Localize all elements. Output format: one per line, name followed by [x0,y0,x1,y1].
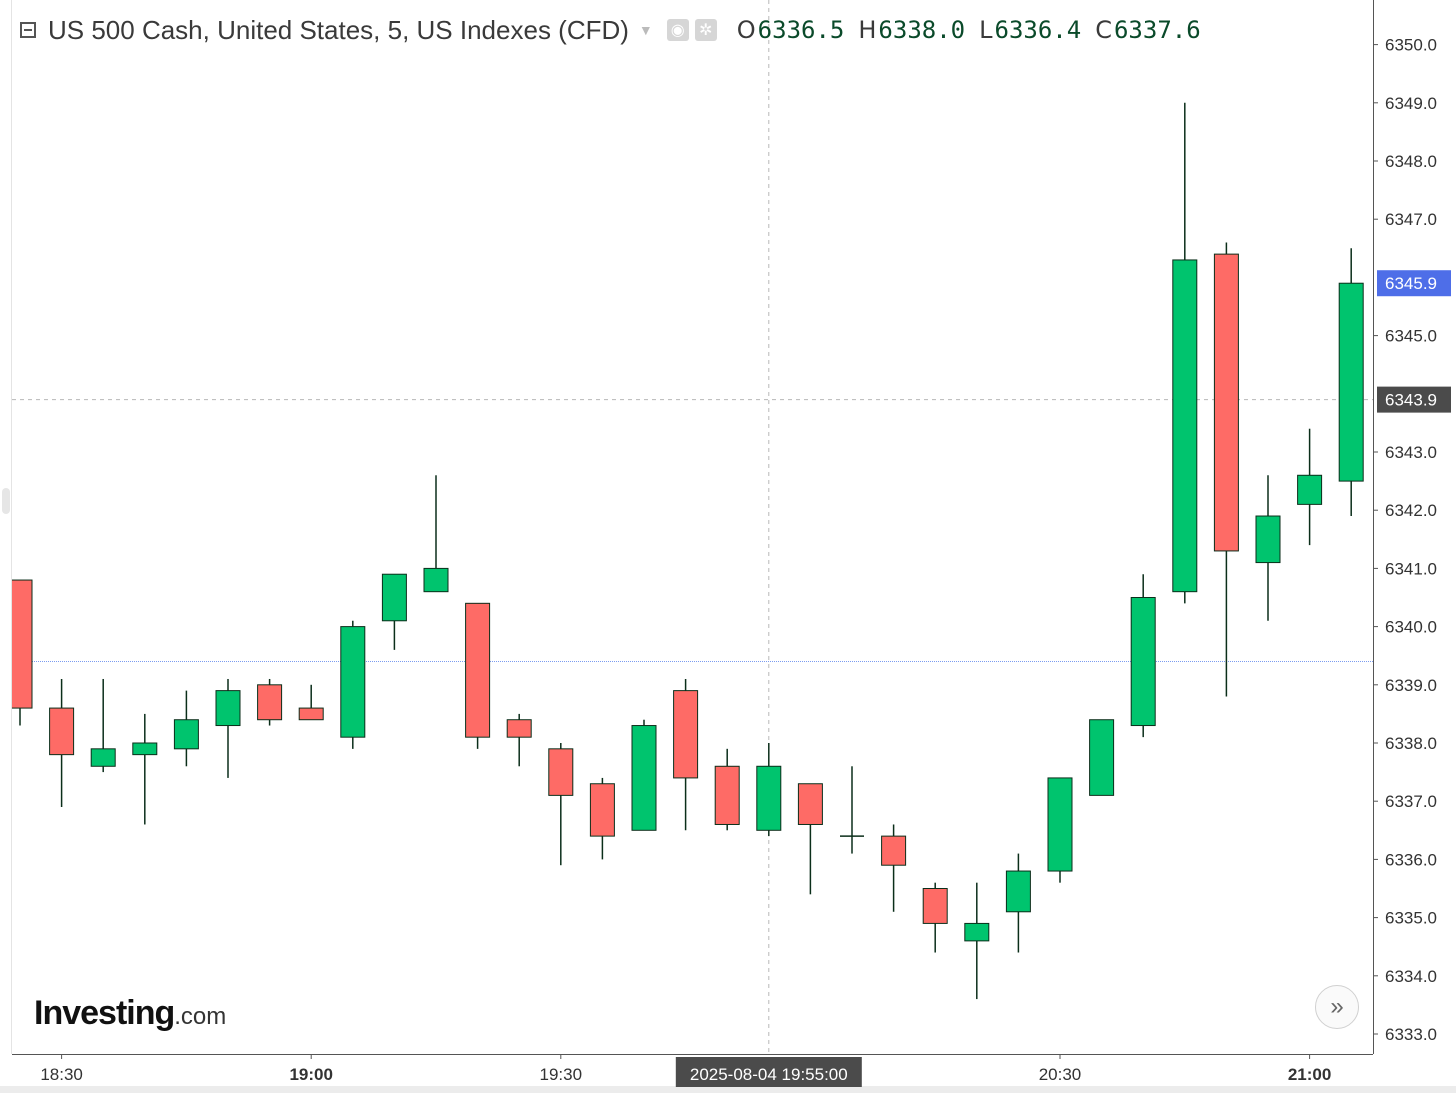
gear-icon[interactable]: ✲ [694,19,717,41]
ohlc-low-value: 6336.4 [994,16,1082,44]
candle-down [12,579,33,709]
candle-up [1338,282,1364,482]
y-tick-label: 6334.0 [1385,967,1437,986]
ohlc-high-value: 6338.0 [878,16,966,44]
y-tick-label: 6339.0 [1385,676,1437,695]
candle-up [631,725,657,831]
y-tick-label: 6342.0 [1385,501,1437,520]
candle-down [922,888,948,924]
candle-up [1297,474,1323,505]
candle-up [1089,719,1115,796]
panel-resize-handle[interactable] [2,488,10,514]
chart-legend: US 500 Cash, United States, 5, US Indexe… [20,12,1201,48]
crosshair-price-tag [1377,386,1451,413]
last-price-tag [1377,270,1451,297]
candle-up [381,573,407,622]
candle-down [465,602,491,738]
y-tick-label: 6343.0 [1385,443,1437,462]
candle-up [132,742,158,756]
caret-down-icon[interactable]: ▼ [638,22,653,38]
candle-up [964,922,990,942]
x-tick-label: 19:00 [289,1065,332,1084]
y-tick-label: 6333.0 [1385,1025,1437,1044]
y-tick-label: 6341.0 [1385,559,1437,578]
y-tick-label: 6340.0 [1385,618,1437,637]
collapse-square-icon[interactable] [20,22,36,38]
x-tick-label: 18:30 [40,1065,83,1084]
candle-down [1213,253,1239,552]
symbol-title[interactable]: US 500 Cash, United States, 5, US Indexe… [48,14,629,45]
candle-up [340,626,366,738]
crosshair-date-tag [675,1057,862,1087]
y-tick-label: 6345.0 [1385,327,1437,346]
candle-up [1005,870,1031,913]
candle-down [298,707,324,721]
candle-up [215,690,241,727]
candle-down [714,765,740,825]
logo-suffix: .com [174,1003,227,1030]
candle-down [589,783,615,837]
ohlc-close-key: C [1095,16,1112,44]
y-tick-label: 6348.0 [1385,152,1437,171]
candle-up [173,719,199,750]
y-tick-label: 6350.0 [1385,36,1437,55]
eye-icon[interactable]: ◉ [666,19,689,41]
candle-up [1047,777,1073,872]
candle-down [881,835,907,866]
candle-down [49,707,75,756]
ohlc-low-key: L [979,16,993,44]
candle-down [506,719,532,738]
ohlc-open-value: 6336.5 [757,16,845,44]
investing-logo: Investing .com [34,994,226,1033]
ohlc-close-value: 6337.6 [1113,16,1201,44]
y-tick-label: 6347.0 [1385,210,1437,229]
y-tick-label: 6337.0 [1385,792,1437,811]
candle-up [1255,515,1281,564]
candle-up [90,748,116,767]
bottom-scrollbar [0,1086,1456,1093]
y-tick-label: 6338.0 [1385,734,1437,753]
ohlc-high-key: H [858,16,877,44]
crosshair-date-label: 2025-08-04 19:55:00 [690,1065,848,1084]
candle-down [548,748,574,796]
candle-down [797,783,823,825]
x-tick-label: 20:30 [1039,1065,1082,1084]
y-tick-label: 6336.0 [1385,850,1437,869]
double-chevron-right-icon[interactable]: » [1315,985,1359,1029]
ohlc-open-key: O [736,16,756,44]
y-tick-label: 6335.0 [1385,909,1437,928]
y-tick-label: 6349.0 [1385,94,1437,113]
candle-down [673,690,699,779]
candle-up [756,765,782,831]
candles-group [12,102,1364,1000]
logo-brand: Investing [34,994,175,1032]
candle-up [1172,259,1198,593]
candle-up [423,567,449,593]
candle-down [257,684,283,721]
candle-up [1130,597,1156,727]
last-price-label: 6345.9 [1385,274,1437,293]
x-tick-label: 19:30 [540,1065,583,1084]
x-tick-label: 21:00 [1288,1065,1331,1084]
crosshair-price-label: 6343.9 [1385,391,1437,410]
